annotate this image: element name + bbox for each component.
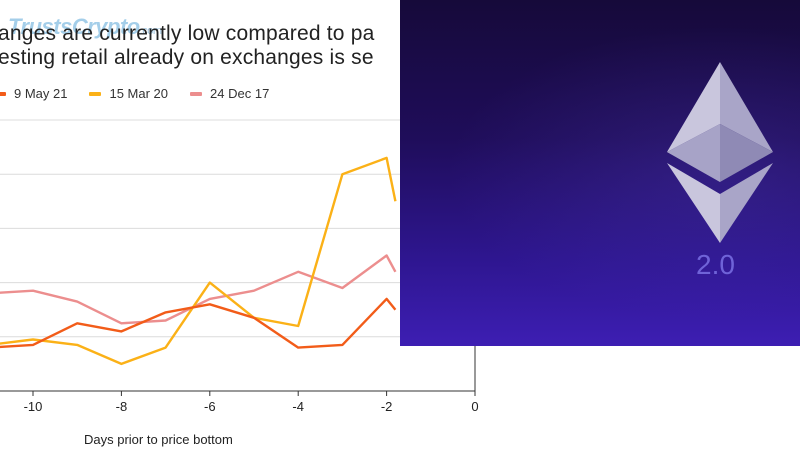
x-ticks: -10 -8 -6 -4 -2 0	[24, 391, 479, 414]
grid-lines	[0, 119, 475, 338]
legend: 9 May 21 15 Mar 20 24 Dec 17	[0, 86, 291, 101]
legend-label: 15 Mar 20	[109, 86, 169, 101]
legend-label: 9 May 21	[14, 86, 68, 101]
legend-item: 24 Dec 17	[190, 86, 269, 101]
x-tick-label: 0	[471, 399, 478, 414]
legend-swatch	[190, 91, 203, 96]
version-label: 2.0	[696, 249, 735, 280]
x-tick-label: -10	[24, 399, 43, 414]
series-line-15-mar-20	[0, 156, 397, 366]
x-tick-label: -2	[381, 399, 393, 414]
series-line-24-dec-17	[0, 254, 397, 325]
ethereum-icon	[667, 62, 773, 243]
legend-swatch	[0, 91, 6, 96]
logo-brand: TrustsCrypto	[8, 14, 140, 39]
logo-suffix: .com	[139, 25, 162, 37]
legend-item: 15 Mar 20	[89, 86, 168, 101]
x-axis-label: Days prior to price bottom	[84, 432, 233, 447]
trustscrypto-logo: TrustsCrypto.com	[8, 14, 162, 40]
x-tick-label: -4	[292, 399, 304, 414]
chart-title-line-1: anges are currently low compared to pa	[0, 22, 375, 45]
legend-label: 24 Dec 17	[210, 86, 270, 101]
ethereum-overlay-image: 2.0	[400, 0, 800, 346]
legend-item: 9 May 21	[0, 86, 67, 101]
x-tick-label: -6	[204, 399, 216, 414]
chart-title-line-2: esting retail already on exchanges is se	[0, 46, 374, 69]
x-tick-label: -8	[116, 399, 128, 414]
series-lines	[0, 156, 397, 366]
legend-swatch	[89, 91, 102, 96]
series-line-9-may-21	[0, 297, 397, 349]
